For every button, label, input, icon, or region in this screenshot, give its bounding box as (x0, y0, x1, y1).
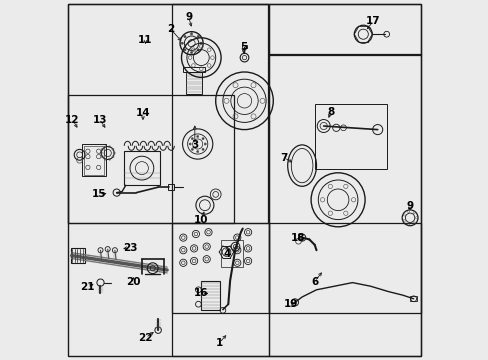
Bar (171, 223, 268, 356)
Circle shape (200, 42, 202, 44)
Bar (201, 281, 220, 310)
Bar (68, 4, 267, 223)
Circle shape (190, 33, 192, 35)
Text: 18: 18 (291, 233, 305, 243)
Text: 20: 20 (126, 276, 141, 287)
Text: 3: 3 (191, 140, 198, 150)
Bar (268, 223, 420, 356)
Text: 16: 16 (194, 288, 208, 298)
Circle shape (197, 49, 199, 51)
Circle shape (202, 138, 203, 140)
Circle shape (197, 36, 199, 38)
Text: 9: 9 (185, 12, 192, 22)
Bar (268, 4, 420, 55)
Text: 12: 12 (65, 114, 80, 125)
Text: 21: 21 (80, 282, 94, 292)
Bar (314, 104, 386, 169)
Text: 22: 22 (138, 333, 152, 343)
Text: 6: 6 (310, 276, 318, 287)
Text: 10: 10 (193, 215, 207, 225)
Bar (185, 72, 202, 94)
Circle shape (183, 36, 185, 38)
Circle shape (189, 143, 191, 145)
Text: 8: 8 (326, 107, 334, 117)
Circle shape (196, 150, 199, 153)
Bar (268, 54, 420, 313)
Text: 1: 1 (215, 338, 223, 348)
Bar (84, 146, 104, 175)
Text: 13: 13 (92, 114, 107, 125)
Text: 11: 11 (138, 35, 152, 45)
Text: 4: 4 (223, 249, 230, 259)
Circle shape (196, 135, 199, 138)
Text: 5: 5 (240, 42, 247, 52)
Bar (183, 67, 204, 72)
Circle shape (181, 42, 183, 44)
Circle shape (191, 138, 193, 140)
Text: 7: 7 (280, 153, 287, 163)
Bar (167, 184, 174, 190)
Circle shape (191, 148, 193, 150)
Text: 23: 23 (122, 243, 137, 253)
Bar (221, 240, 242, 267)
Bar (409, 296, 416, 301)
Text: 17: 17 (366, 16, 380, 26)
Text: 15: 15 (91, 189, 106, 199)
Circle shape (202, 148, 203, 150)
Text: 9: 9 (406, 201, 413, 211)
Bar (68, 95, 233, 223)
Text: 2: 2 (166, 24, 174, 34)
Circle shape (204, 143, 206, 145)
Bar (71, 248, 85, 263)
Bar (171, 4, 268, 313)
Bar (123, 151, 160, 185)
Circle shape (190, 51, 192, 54)
Bar (242, 45, 246, 48)
Circle shape (183, 49, 185, 51)
Bar (82, 144, 106, 176)
Text: 19: 19 (283, 299, 297, 309)
Text: 14: 14 (135, 108, 150, 118)
